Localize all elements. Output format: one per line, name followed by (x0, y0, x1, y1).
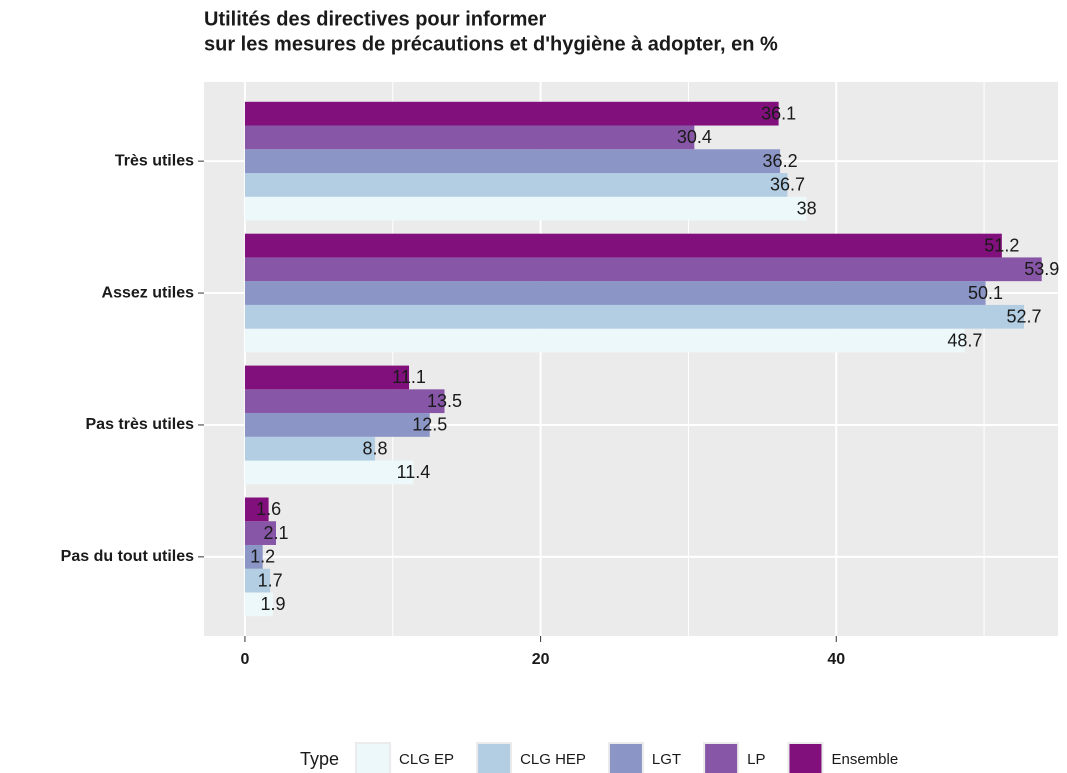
bar (244, 328, 965, 353)
bar (244, 389, 445, 414)
bar (244, 233, 1002, 258)
data-label: 36.1 (761, 103, 796, 123)
y-tick-label: Très utiles (115, 152, 194, 169)
data-label: 51.2 (984, 235, 1019, 255)
data-label: 1.7 (258, 570, 283, 590)
bar (244, 521, 276, 545)
bar (244, 149, 781, 174)
bar (244, 568, 271, 593)
legend-label: LGT (652, 751, 681, 768)
bar (244, 257, 1042, 282)
bar (244, 304, 1024, 329)
bar (244, 173, 788, 197)
y-tick-label: Assez utiles (102, 284, 195, 301)
data-label: 13.5 (427, 391, 462, 411)
bar (244, 592, 274, 617)
legend-title: Type (300, 749, 339, 769)
data-label: 8.8 (363, 438, 388, 458)
bar (244, 281, 986, 305)
bar (244, 460, 414, 485)
legend-label: Ensemble (831, 751, 898, 768)
chart-title: Utilités des directives pour informer (204, 8, 547, 30)
bar (244, 125, 695, 150)
legend-label: LP (747, 751, 765, 768)
legend-key (705, 744, 738, 773)
data-label: 36.2 (763, 151, 798, 171)
bar (244, 413, 430, 437)
bar (244, 365, 410, 390)
data-label: 50.1 (968, 283, 1003, 303)
data-label: 53.9 (1024, 259, 1059, 279)
data-label: 1.9 (261, 594, 286, 614)
data-label: 36.7 (770, 175, 805, 195)
data-label: 1.6 (256, 499, 281, 519)
data-label: 38 (797, 198, 817, 218)
data-label: 11.1 (392, 367, 426, 387)
bar (244, 196, 807, 221)
data-label: 12.5 (412, 415, 447, 435)
bar (244, 544, 263, 569)
legend-label: CLG EP (399, 751, 454, 768)
data-label: 30.4 (677, 127, 712, 147)
legend-label: CLG HEP (520, 751, 586, 768)
bar (244, 101, 779, 126)
y-tick-label: Pas très utiles (86, 416, 195, 433)
legend-key (357, 744, 390, 773)
y-tick-label: Pas du tout utiles (61, 548, 194, 565)
x-tick-label: 20 (532, 651, 550, 668)
legend-key (609, 744, 642, 773)
legend-key (478, 744, 511, 773)
legend-key (789, 744, 822, 773)
x-tick-label: 0 (240, 651, 249, 668)
bar (244, 497, 269, 522)
data-label: 2.1 (263, 523, 288, 543)
data-label: 1.2 (250, 547, 275, 567)
x-tick-label: 40 (827, 651, 845, 668)
data-label: 48.7 (947, 330, 982, 350)
bar (244, 436, 376, 461)
data-label: 52.7 (1006, 307, 1041, 327)
data-label: 11.4 (397, 462, 431, 482)
chart-title: sur les mesures de précautions et d'hygi… (204, 33, 778, 55)
